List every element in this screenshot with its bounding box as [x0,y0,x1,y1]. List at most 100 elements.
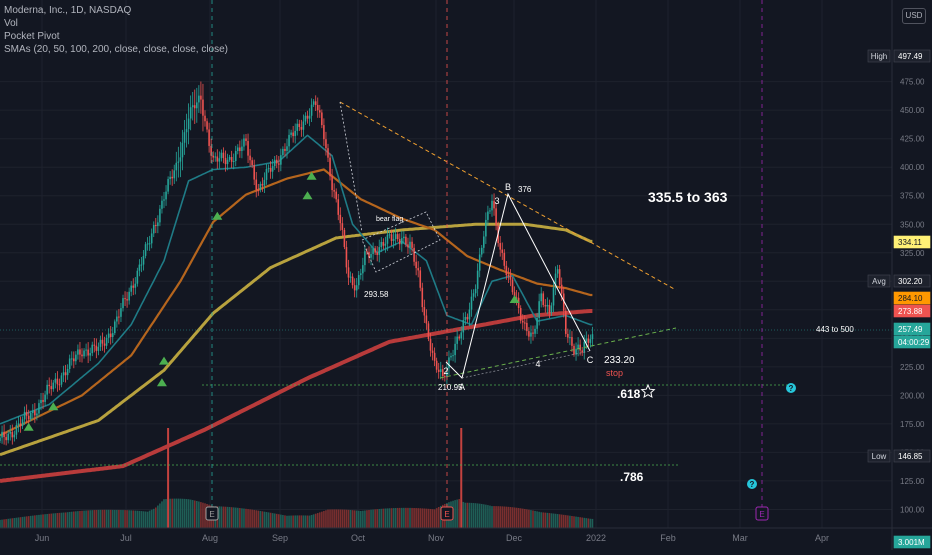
candle-body [42,399,44,402]
price-tag-box [893,535,931,549]
price-tag-value: 284.10 [898,294,923,303]
candle-body [480,247,483,255]
volume-bar [384,508,387,528]
x-tick-label: Jun [35,533,50,543]
candle-body [21,419,24,427]
candle-body [398,239,401,245]
earnings-marker-label: E [759,510,764,519]
stop-label: stop [606,368,623,378]
candle-body [81,354,83,357]
volume-bar [585,518,588,528]
price-tag-name: Low [872,452,887,461]
candle-body [257,189,260,191]
volume-bar [435,508,438,528]
volume-bar [589,518,592,528]
abc-pattern-line [445,192,591,379]
volume-bar [401,507,403,528]
volume-bar [298,515,301,528]
price-tag-box [893,304,931,318]
candle-body [177,161,180,163]
candle-body [75,354,77,362]
candle-body [585,338,588,342]
volume-bar [25,516,28,528]
volume-bar [271,513,274,528]
volume-bar [427,508,430,528]
candle-body [442,369,444,376]
volume-bar [388,508,391,528]
volume-bar [357,510,360,528]
candle-body [15,424,18,435]
candle-body [193,105,196,109]
candle-body [573,345,575,355]
candle-body [27,415,30,420]
currency-label[interactable]: USD [902,8,926,24]
candle-body [567,333,569,338]
volume-bar [417,508,419,528]
candle-body [128,291,130,301]
candle-body [196,102,198,109]
volume-bar [390,508,393,528]
candle-body [396,234,399,240]
candle-body [476,270,479,289]
candle-body [286,146,288,151]
candle-body [89,353,91,356]
candle-body [48,384,50,387]
candle-body [310,104,313,116]
volume-bar [495,506,497,528]
candle-body [206,121,208,130]
volume-bar [175,498,178,528]
pocket-pivot-marker [302,191,313,200]
candle-body [355,285,358,291]
symbol-title[interactable]: Moderna, Inc., 1D, NASDAQ [4,5,132,16]
candle-body [347,267,350,278]
volume-bar [89,510,91,528]
candle-body [374,248,376,253]
candle-body [575,348,577,355]
candle-body [341,223,344,230]
legend-pocket-pivot[interactable]: Pocket Pivot [4,31,60,42]
candle-body [384,243,387,246]
candle-body [210,145,212,156]
candle-body [99,339,102,347]
volume-bar [333,509,335,528]
candle-body [87,349,89,356]
candle-body [165,191,167,200]
volume-bar [91,510,94,528]
volume-pane [0,428,594,528]
legend-vol[interactable]: Vol [4,18,18,29]
legend-smas[interactable]: SMAs (20, 50, 100, 200, close, close, cl… [4,44,228,55]
candle-body [222,152,225,158]
candle-body [536,317,538,329]
earnings-marker-label: E [444,510,449,519]
candle-body [3,431,5,438]
candle-body [282,148,284,156]
candle-body [571,337,573,346]
candle-body [142,255,145,265]
candle-body [34,410,36,416]
volume-bar [118,509,120,528]
candle-body [413,247,415,262]
volume-bar [300,515,303,528]
candle-body [444,375,446,378]
candle-body [226,159,229,165]
candle-body [405,236,407,245]
price-tag-value: 3.001M [898,538,925,547]
candle-body [60,375,63,385]
volume-bar [396,507,399,528]
volume-bar [337,509,340,528]
volume-bar [567,515,569,528]
volume-bar [152,508,155,528]
candle-body [148,243,151,245]
candle-body [335,191,337,200]
volume-bar [132,510,135,528]
candle-body [93,344,96,346]
volume-bar [364,510,366,528]
volume-bar [548,513,551,528]
candle-body [288,134,290,147]
candle-body [284,148,286,151]
volume-bar [349,510,352,528]
volume-bar [150,509,153,528]
candle-body [349,276,352,278]
